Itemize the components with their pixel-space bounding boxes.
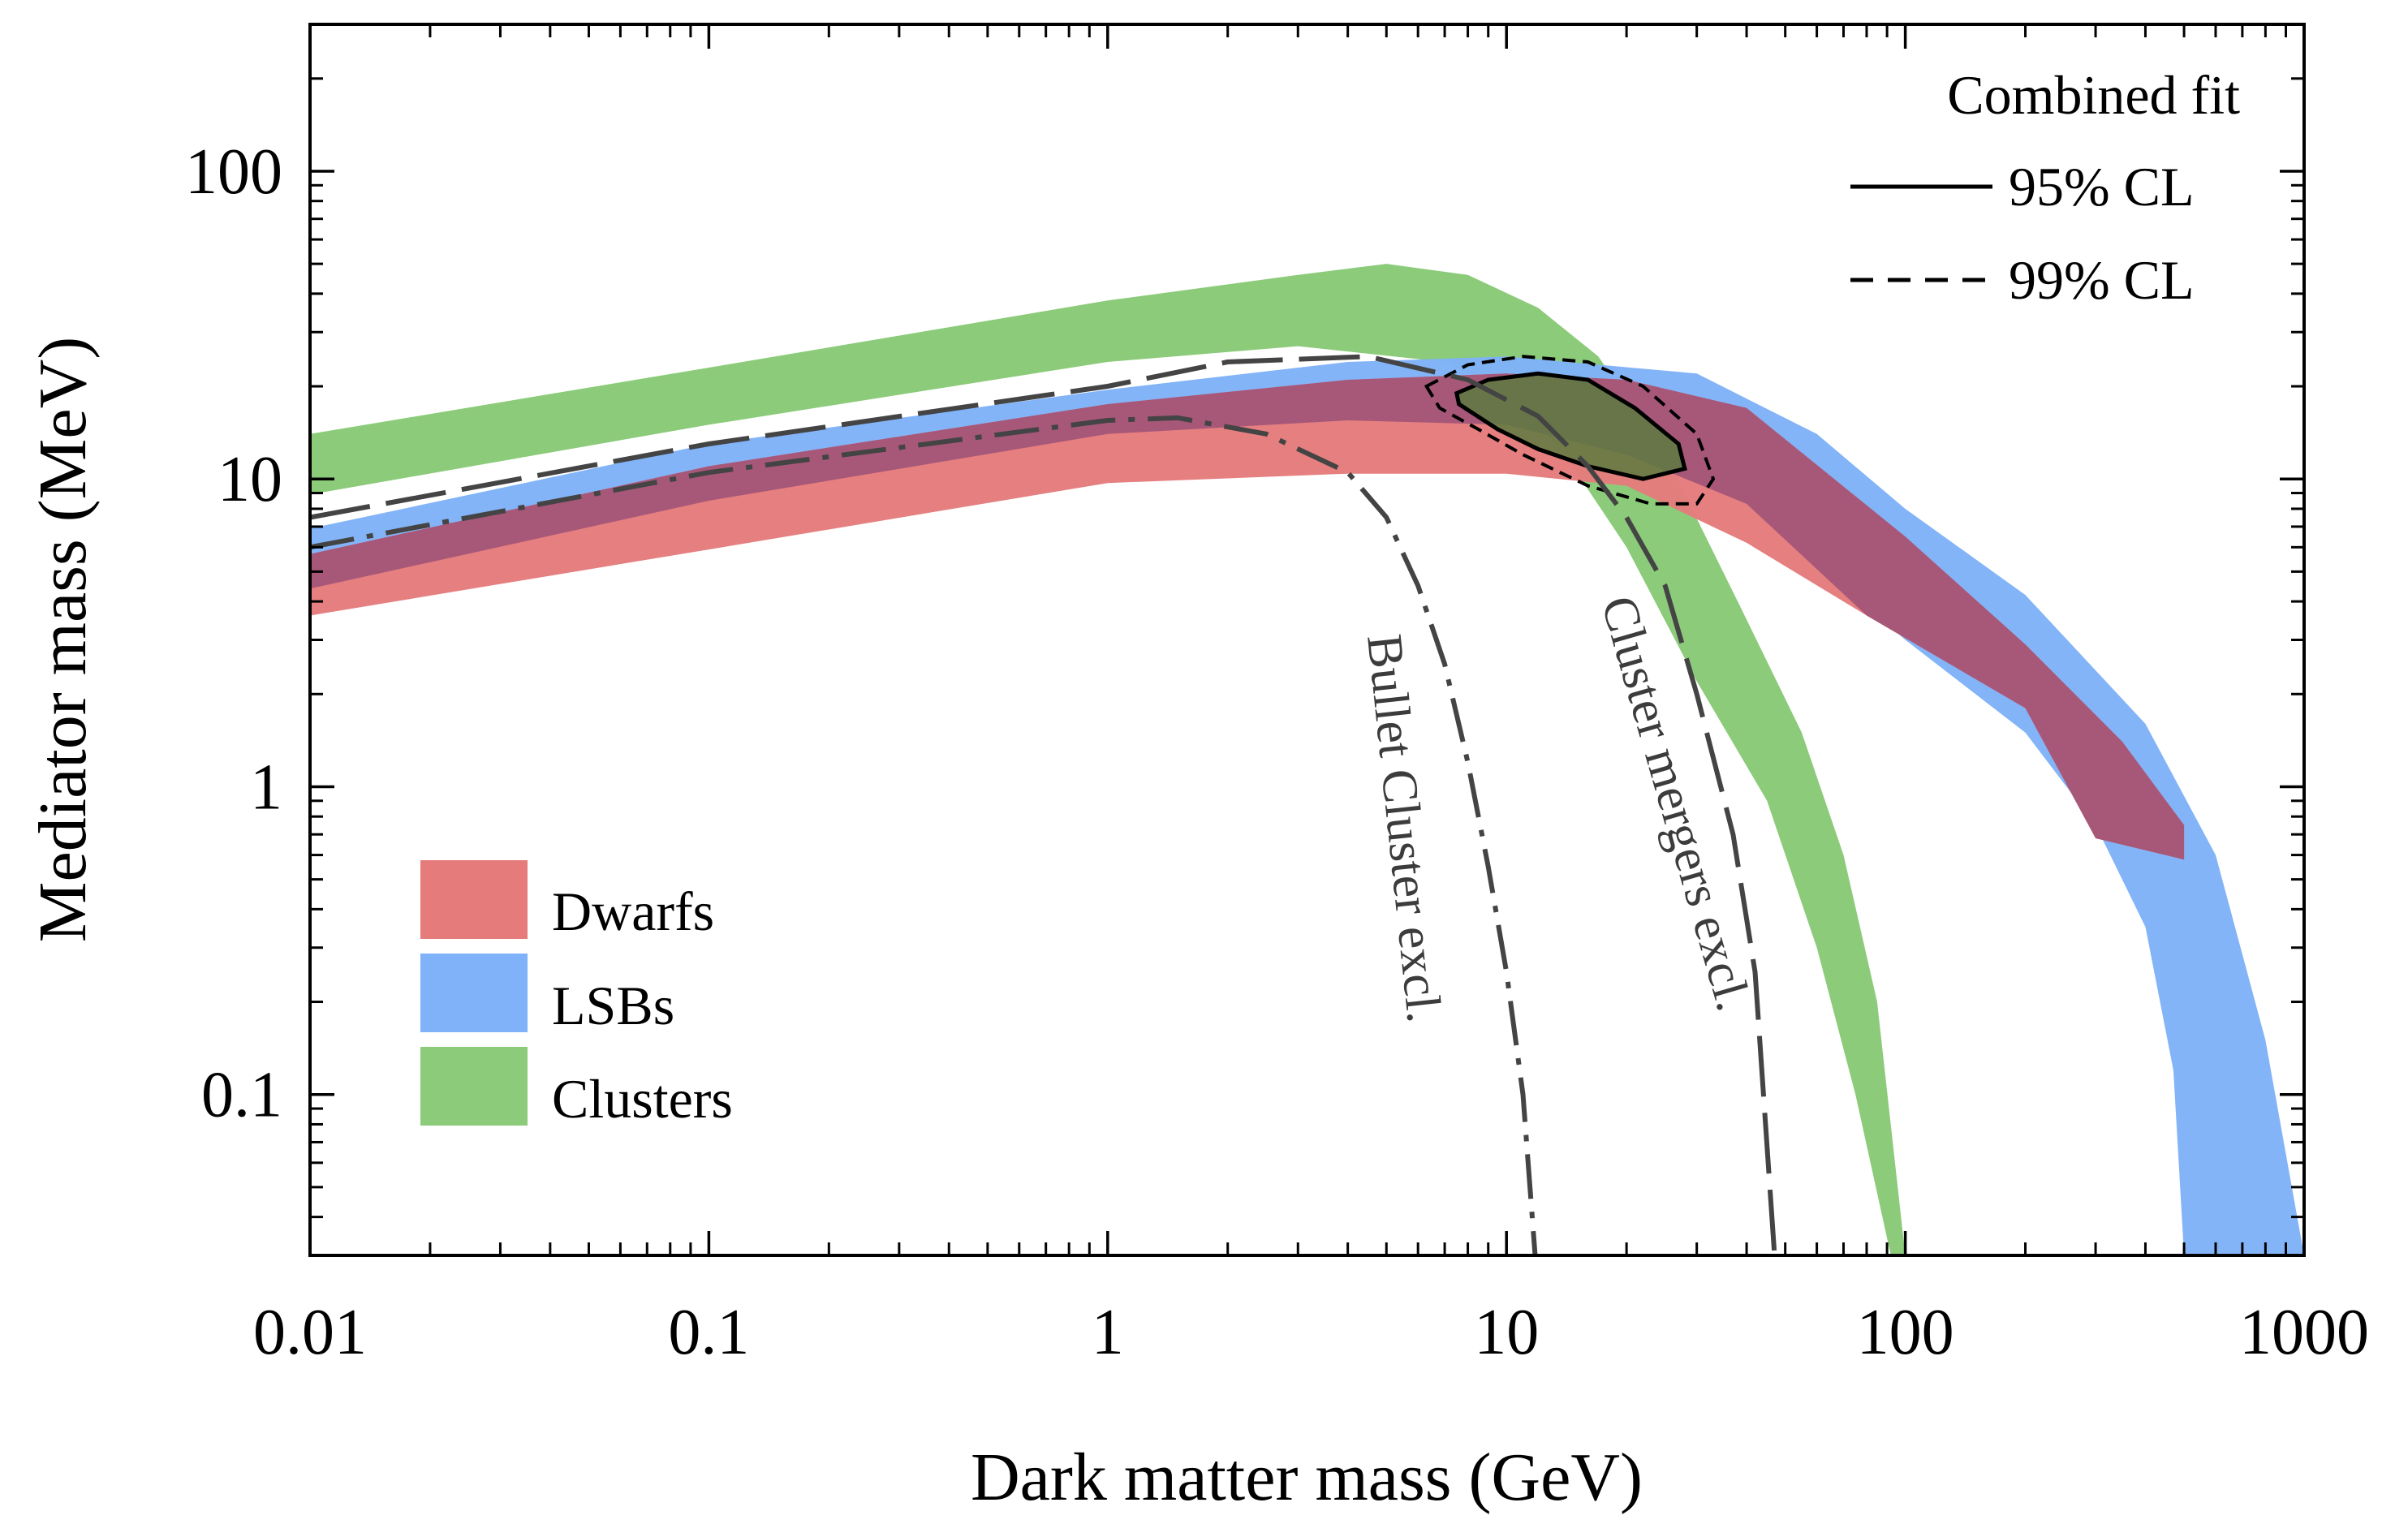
x-tick-label: 100 xyxy=(1857,1297,1954,1368)
y-axis-title: Mediator mass (MeV) xyxy=(25,337,101,942)
band-dwarfs xyxy=(310,373,2185,860)
combined-fit-99cl-contour xyxy=(1424,355,1716,506)
x-tick-label: 1 xyxy=(1092,1297,1124,1368)
band-legend: Dwarfs LSBs Clusters xyxy=(420,860,733,1130)
legend-label-clusters: Clusters xyxy=(552,1068,733,1130)
legend-label-dwarfs: Dwarfs xyxy=(552,880,714,942)
legend-label-lsbs: LSBs xyxy=(552,975,674,1036)
x-tick-label: 0.1 xyxy=(668,1297,749,1368)
fit-legend-title: Combined fit xyxy=(1947,64,2240,126)
x-axis-title: Dark matter mass (GeV) xyxy=(971,1440,1643,1515)
y-tick-label: 100 xyxy=(185,136,282,208)
y-tick-label: 1 xyxy=(250,751,282,823)
x-tick-label: 1000 xyxy=(2239,1297,2369,1368)
y-tick-label: 10 xyxy=(218,444,282,515)
legend-swatch-dwarfs xyxy=(420,860,528,939)
legend-swatch-lsbs xyxy=(420,954,528,1032)
fit-legend-label-95: 95% CL xyxy=(2009,156,2195,217)
data-bands xyxy=(310,264,2304,1255)
combined-fit-95cl-contour xyxy=(1454,371,1687,481)
cluster-mergers-exclusion-line xyxy=(310,354,1777,1255)
x-tick-label: 0.01 xyxy=(253,1297,367,1368)
legend-swatch-clusters xyxy=(420,1047,528,1126)
y-tick-label: 0.1 xyxy=(201,1060,282,1131)
bullet-cluster-exclusion-line xyxy=(310,415,1538,1255)
fit-legend: Combined fit 95% CL 99% CL xyxy=(1850,64,2240,311)
fit-legend-label-99: 99% CL xyxy=(2009,249,2195,311)
data-lines xyxy=(310,354,1777,1255)
axis-ticks: 0.01 0.1 1 10 100 1000 0.1 1 10 100 xyxy=(185,23,2369,1368)
x-tick-label: 10 xyxy=(1474,1297,1539,1368)
